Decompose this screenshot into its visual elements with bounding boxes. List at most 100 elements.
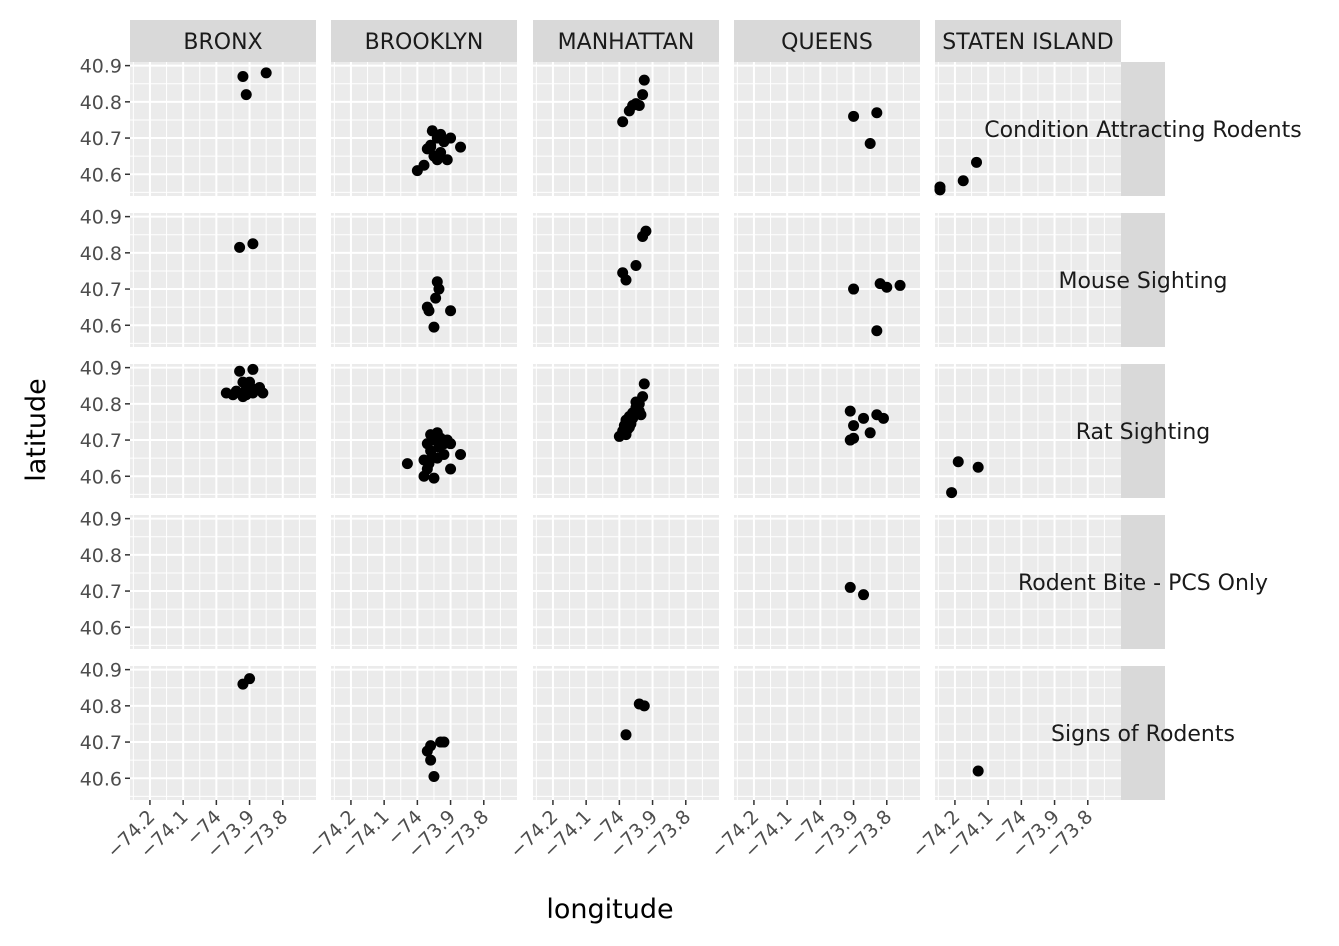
data-point (871, 107, 883, 119)
facet-panel-r3-c0 (130, 515, 316, 649)
data-point (620, 729, 632, 741)
data-point (247, 238, 259, 250)
panel-background (533, 62, 719, 196)
data-point (425, 754, 437, 766)
data-point (244, 673, 256, 685)
data-point (620, 274, 632, 286)
facet-panel-r0-c0 (130, 62, 316, 196)
data-point (637, 231, 649, 243)
data-point (946, 487, 958, 499)
data-point (455, 141, 467, 153)
data-point (972, 765, 984, 777)
row-strip-background (1121, 666, 1165, 800)
y-axis-title: latitude (21, 378, 52, 482)
panel-background (331, 62, 517, 196)
data-point (638, 378, 650, 390)
panel-background (734, 666, 920, 800)
column-strip-label: BRONX (183, 30, 262, 55)
data-point (433, 441, 445, 453)
data-point (423, 458, 435, 470)
data-point (844, 405, 856, 417)
panel-background (331, 666, 517, 800)
data-point (260, 67, 272, 79)
panel-background (331, 515, 517, 649)
facet-panel-r3-c1 (331, 515, 517, 649)
x-axis-title: longitude (546, 894, 673, 925)
data-point (430, 292, 442, 304)
data-point (617, 116, 629, 128)
row-strip-background (1121, 62, 1165, 196)
data-point (957, 175, 969, 187)
y-tick-label: 40.6 (80, 315, 122, 337)
column-strip-background (734, 20, 920, 62)
column-strip-label: STATEN ISLAND (942, 30, 1114, 55)
facet-panel-r0-c2 (533, 62, 719, 196)
panel-background (734, 213, 920, 347)
data-point (638, 74, 650, 86)
y-tick-label: 40.7 (80, 279, 122, 301)
data-point (848, 420, 860, 432)
y-tick-label: 40.8 (80, 243, 122, 265)
facet-panel-r2-c2 (533, 364, 719, 498)
facet-panel-r0-c3 (734, 62, 920, 196)
y-tick-label: 40.6 (80, 466, 122, 488)
data-point (240, 389, 252, 401)
column-strip-background (935, 20, 1121, 62)
panel-background (130, 666, 316, 800)
y-tick-label: 40.7 (80, 581, 122, 603)
data-point (227, 389, 239, 401)
data-point (254, 382, 266, 394)
y-tick-label: 40.7 (80, 732, 122, 754)
data-point (630, 260, 642, 272)
data-point (428, 321, 440, 333)
data-point (237, 70, 249, 82)
facet-panel-r3-c2 (533, 515, 719, 649)
facet-panel-r2-c1 (331, 364, 517, 498)
facet-strips: BRONX BROOKLYN MANHATTAN QUEENS STATEN ISLAN… (130, 20, 1302, 800)
data-point (622, 423, 634, 435)
row-strip-label: Rat Sighting (1076, 420, 1211, 445)
data-point (418, 470, 430, 482)
data-point (428, 770, 440, 782)
row-strip-label: Mouse Sighting (1058, 269, 1227, 294)
row-strip-background (1121, 364, 1165, 498)
facet-panel-r1-c1 (331, 213, 517, 347)
panel-background (734, 62, 920, 196)
data-point (877, 412, 889, 424)
data-point (894, 279, 906, 291)
facet-panel-r1-c4 (935, 213, 1121, 347)
row-strip-background (1121, 515, 1165, 649)
facet-panel-r3-c3 (734, 515, 920, 649)
y-tick-label: 40.9 (80, 207, 122, 229)
row-strip-background (1121, 213, 1165, 347)
y-tick-label: 40.6 (80, 617, 122, 639)
facet-panel-r4-c2 (533, 666, 719, 800)
data-point (971, 156, 983, 168)
panel-background (533, 515, 719, 649)
data-point (630, 396, 642, 408)
data-point (952, 456, 964, 468)
y-tick-label: 40.6 (80, 164, 122, 186)
panel-background (734, 515, 920, 649)
data-point (455, 449, 467, 461)
facet-panels (130, 62, 1121, 800)
y-axis: 40.6 40.7 40.8 40.9 40.6 40.7 40.8 40.9 40.6 40.7… (80, 56, 130, 790)
data-point (445, 438, 457, 450)
data-point (864, 137, 876, 149)
facet-panel-r2-c0 (130, 363, 316, 498)
panel-background (130, 515, 316, 649)
facet-panel-r1-c3 (734, 213, 920, 347)
y-tick-label: 40.8 (80, 696, 122, 718)
column-strip-background (533, 20, 719, 62)
data-point (240, 89, 252, 101)
data-point (637, 89, 649, 101)
data-point (635, 409, 647, 421)
column-strip-background (130, 20, 316, 62)
data-point (445, 463, 457, 475)
y-tick-label: 40.8 (80, 394, 122, 416)
data-point (433, 283, 445, 295)
data-point (423, 305, 435, 317)
data-point (435, 147, 447, 159)
data-point (234, 241, 246, 253)
data-point (425, 740, 437, 752)
